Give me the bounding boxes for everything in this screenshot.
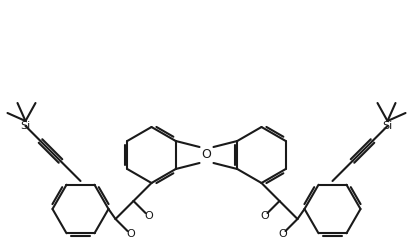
Text: O: O	[126, 229, 135, 239]
Text: O: O	[260, 211, 269, 221]
Text: O: O	[202, 149, 211, 161]
Text: O: O	[144, 211, 153, 221]
Text: Si: Si	[20, 121, 31, 131]
Text: O: O	[278, 229, 287, 239]
Text: Si: Si	[382, 121, 393, 131]
